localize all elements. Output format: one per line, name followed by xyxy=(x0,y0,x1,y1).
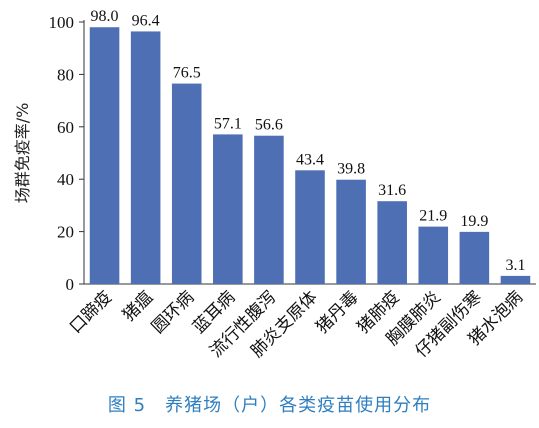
bar xyxy=(459,231,490,284)
y-tick-label: 40 xyxy=(57,170,74,189)
axes: 0 20 40 60 80 100 场群免疫率/% xyxy=(13,13,536,294)
bar xyxy=(377,201,407,284)
value-label: 76.5 xyxy=(173,65,201,82)
value-label: 98.0 xyxy=(91,8,119,25)
y-axis-title: 场群免疫率/% xyxy=(13,103,32,204)
category-label: 圆环病 xyxy=(148,287,198,337)
bar xyxy=(89,27,120,285)
bar xyxy=(295,170,325,284)
bar xyxy=(254,135,284,284)
bar xyxy=(336,179,366,284)
bar xyxy=(213,134,243,284)
value-label: 21.9 xyxy=(419,208,447,225)
bars xyxy=(89,27,531,285)
y-tick-label: 60 xyxy=(57,118,74,137)
bar xyxy=(418,226,449,284)
value-label: 57.1 xyxy=(214,115,242,132)
bar xyxy=(500,275,531,284)
value-label: 43.4 xyxy=(296,151,324,168)
value-label: 39.8 xyxy=(337,161,365,178)
category-label: 口蹄疫 xyxy=(66,287,116,337)
bar xyxy=(171,83,202,284)
value-label: 31.6 xyxy=(378,182,406,199)
bar xyxy=(130,31,161,284)
y-tick-label: 100 xyxy=(49,13,75,32)
y-tick-label: 80 xyxy=(57,65,74,84)
value-label: 19.9 xyxy=(460,213,488,230)
category-label: 猪丹毒 xyxy=(312,287,362,337)
value-label: 3.1 xyxy=(505,257,525,274)
value-label: 96.4 xyxy=(132,12,160,29)
y-tick-label: 20 xyxy=(57,223,74,242)
value-label: 56.6 xyxy=(255,117,283,134)
figure-caption: 图 5 养猪场（户）各类疫苗使用分布 xyxy=(107,395,432,416)
y-tick-label: 0 xyxy=(66,275,75,294)
